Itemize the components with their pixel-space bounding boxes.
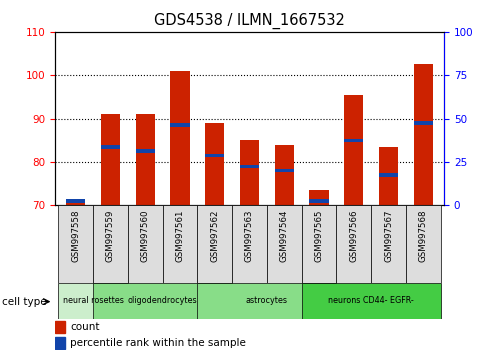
- Bar: [301, 283, 441, 319]
- Bar: [414, 64, 433, 205]
- Text: GSM997563: GSM997563: [245, 209, 254, 262]
- Bar: [58, 283, 128, 319]
- Text: GSM997566: GSM997566: [349, 209, 358, 262]
- Text: GSM997561: GSM997561: [176, 209, 185, 262]
- Bar: [136, 114, 155, 205]
- Bar: [205, 154, 225, 157]
- Text: count: count: [70, 322, 100, 332]
- Bar: [93, 205, 128, 283]
- Text: GSM997565: GSM997565: [314, 209, 323, 262]
- Bar: [101, 114, 120, 205]
- Bar: [344, 138, 363, 142]
- Bar: [128, 205, 163, 283]
- Bar: [301, 205, 336, 283]
- Text: GSM997562: GSM997562: [210, 209, 219, 262]
- Bar: [344, 95, 363, 205]
- Bar: [414, 121, 433, 125]
- Text: GSM997558: GSM997558: [71, 209, 80, 262]
- Bar: [371, 205, 406, 283]
- Text: cell type: cell type: [2, 297, 47, 307]
- Bar: [336, 205, 371, 283]
- Text: neurons CD44- EGFR-: neurons CD44- EGFR-: [328, 296, 414, 306]
- Bar: [205, 123, 225, 205]
- Bar: [93, 283, 232, 319]
- Bar: [171, 71, 190, 205]
- Bar: [309, 190, 328, 205]
- Title: GDS4538 / ILMN_1667532: GDS4538 / ILMN_1667532: [154, 13, 345, 29]
- Bar: [198, 283, 336, 319]
- Bar: [58, 205, 93, 283]
- Bar: [55, 337, 65, 349]
- Text: GSM997560: GSM997560: [141, 209, 150, 262]
- Bar: [55, 321, 65, 333]
- Text: GSM997567: GSM997567: [384, 209, 393, 262]
- Bar: [379, 147, 398, 205]
- Text: GSM997564: GSM997564: [280, 209, 289, 262]
- Bar: [198, 205, 232, 283]
- Text: astrocytes: astrocytes: [246, 296, 288, 306]
- Bar: [136, 149, 155, 153]
- Bar: [101, 145, 120, 149]
- Bar: [163, 205, 198, 283]
- Bar: [267, 205, 301, 283]
- Bar: [309, 199, 328, 203]
- Bar: [171, 123, 190, 127]
- Text: GSM997568: GSM997568: [419, 209, 428, 262]
- Bar: [240, 140, 259, 205]
- Bar: [274, 144, 294, 205]
- Bar: [240, 165, 259, 168]
- Text: neural rosettes: neural rosettes: [63, 296, 124, 306]
- Text: percentile rank within the sample: percentile rank within the sample: [70, 338, 247, 348]
- Bar: [232, 205, 267, 283]
- Text: oligodendrocytes: oligodendrocytes: [128, 296, 198, 306]
- Bar: [274, 169, 294, 172]
- Bar: [406, 205, 441, 283]
- Bar: [66, 199, 85, 205]
- Text: GSM997559: GSM997559: [106, 209, 115, 262]
- Bar: [379, 173, 398, 177]
- Bar: [66, 199, 85, 203]
